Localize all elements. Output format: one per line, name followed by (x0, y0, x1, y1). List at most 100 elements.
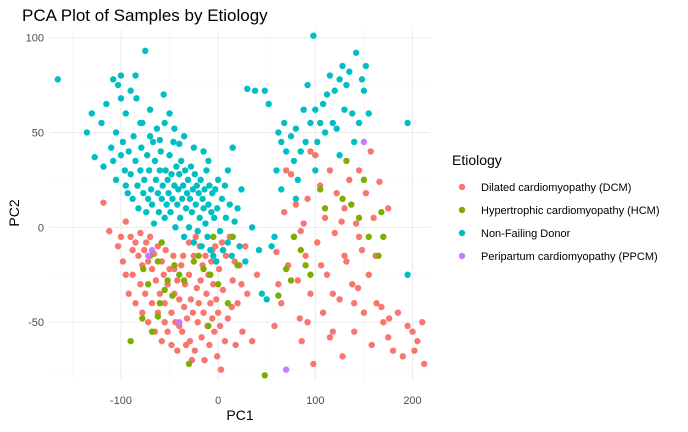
data-point-series-3 (177, 214, 184, 222)
data-point-series-1 (253, 271, 261, 278)
data-point-series-3 (339, 62, 346, 70)
data-point-series-3 (360, 87, 368, 94)
x-tick-label: 100 (306, 395, 324, 407)
data-point-series-2 (224, 300, 232, 307)
data-point-series-3 (329, 119, 337, 127)
data-point-series-3 (187, 163, 195, 170)
data-point-series-1 (319, 309, 327, 316)
data-point-series-3 (204, 233, 211, 241)
data-point-series-3 (91, 153, 98, 161)
data-point-series-2 (365, 233, 372, 241)
data-point-series-1 (209, 315, 216, 322)
data-point-series-3 (294, 176, 302, 184)
data-point-series-3 (149, 138, 157, 146)
data-point-series-4 (144, 252, 152, 259)
data-point-series-1 (222, 252, 230, 259)
data-point-series-1 (275, 281, 282, 288)
data-point-series-3 (213, 205, 221, 212)
data-point-series-1 (221, 337, 229, 345)
data-point-series-1 (304, 195, 311, 203)
data-point-series-1 (385, 334, 392, 341)
data-point-series-1 (141, 246, 148, 254)
data-point-series-1 (135, 252, 142, 259)
data-point-series-1 (294, 277, 302, 284)
data-point-series-1 (242, 243, 249, 250)
data-point-series-3 (333, 125, 340, 132)
data-point-series-3 (358, 76, 366, 83)
data-point-series-1 (164, 328, 171, 335)
data-point-series-3 (404, 271, 411, 278)
data-point-series-3 (162, 167, 169, 174)
data-point-series-3 (224, 239, 232, 246)
data-point-series-1 (362, 189, 370, 197)
data-point-series-3 (203, 167, 210, 174)
data-point-series-3 (219, 246, 227, 254)
data-point-series-3 (169, 195, 176, 203)
data-point-series-1 (119, 258, 127, 265)
data-point-series-3 (326, 72, 334, 79)
data-point-series-1 (210, 281, 217, 288)
data-point-series-3 (167, 208, 174, 216)
legend-key-2 (458, 206, 466, 214)
data-point-series-1 (143, 239, 150, 246)
data-point-series-3 (178, 195, 186, 203)
data-point-series-1 (180, 303, 188, 311)
data-point-series-3 (191, 170, 199, 178)
data-point-series-3 (323, 91, 331, 98)
data-point-series-3 (147, 186, 155, 193)
data-point-series-1 (307, 290, 314, 297)
data-point-series-1 (297, 227, 304, 235)
data-point-series-2 (348, 201, 355, 208)
data-point-series-1 (385, 315, 393, 322)
data-point-series-3 (183, 189, 191, 197)
data-point-series-1 (326, 334, 334, 341)
data-point-series-3 (54, 76, 61, 83)
data-point-series-4 (148, 246, 156, 254)
y-tick-label: -50 (28, 317, 44, 329)
data-point-series-3 (336, 76, 343, 83)
data-point-series-3 (185, 224, 193, 231)
data-point-series-3 (221, 182, 229, 189)
data-point-series-3 (207, 246, 214, 254)
data-point-series-1 (300, 220, 307, 227)
data-point-series-3 (158, 195, 165, 203)
data-point-series-1 (350, 300, 358, 307)
data-point-series-3 (188, 208, 196, 216)
data-point-series-4 (282, 366, 290, 373)
x-axis-ticks: -100 0 100 200 (110, 395, 422, 407)
data-point-series-3 (307, 119, 314, 127)
data-point-series-1 (194, 318, 201, 326)
data-point-series-3 (355, 119, 363, 127)
data-point-series-2 (302, 262, 309, 269)
data-point-series-3 (206, 182, 213, 189)
data-point-series-1 (219, 286, 227, 294)
data-point-series-3 (124, 189, 131, 197)
data-point-series-2 (148, 328, 156, 335)
data-point-series-3 (154, 189, 162, 197)
data-point-series-2 (200, 265, 207, 273)
data-point-series-3 (350, 138, 358, 146)
data-point-series-3 (263, 296, 270, 303)
data-point-series-1 (168, 309, 175, 316)
data-point-series-1 (216, 322, 224, 330)
data-point-series-3 (202, 220, 209, 227)
data-point-series-1 (373, 300, 380, 307)
data-point-series-3 (205, 157, 212, 165)
data-point-series-1 (179, 252, 187, 259)
data-point-series-3 (166, 152, 173, 159)
data-point-series-3 (127, 87, 134, 94)
legend-key-4 (458, 252, 466, 260)
data-point-series-1 (195, 300, 202, 307)
data-point-series-3 (290, 157, 298, 165)
data-point-series-3 (138, 144, 145, 151)
data-point-series-3 (103, 100, 110, 108)
data-point-series-3 (310, 32, 317, 39)
data-point-series-2 (171, 262, 178, 269)
data-point-series-1 (139, 309, 146, 316)
data-point-series-3 (228, 252, 235, 259)
data-point-series-1 (339, 353, 346, 360)
data-point-series-3 (173, 163, 180, 170)
data-point-series-3 (242, 258, 249, 265)
data-point-series-1 (414, 337, 421, 345)
data-point-series-3 (208, 208, 215, 216)
